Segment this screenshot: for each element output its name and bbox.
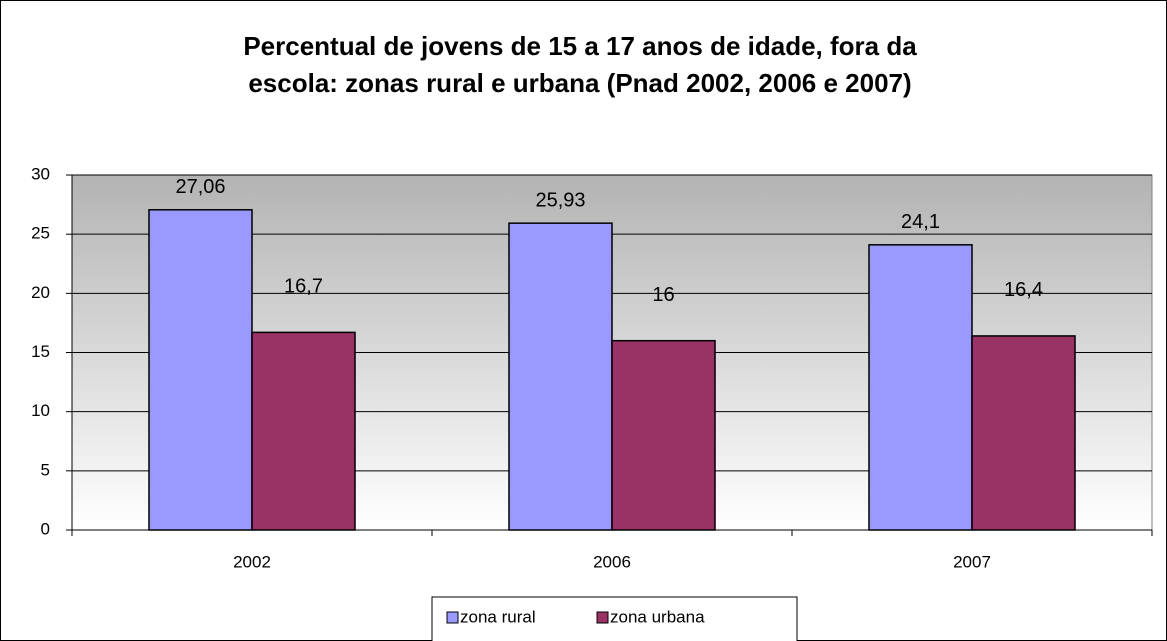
chart-title: Percentual de jovens de 15 a 17 anos de … <box>243 31 917 61</box>
x-tick-label: 2002 <box>233 552 271 571</box>
legend-box <box>431 596 798 641</box>
y-tick-label: 15 <box>31 342 50 361</box>
y-tick-label: 10 <box>31 401 50 420</box>
y-tick-label: 30 <box>31 164 50 183</box>
legend-swatch <box>596 611 609 624</box>
bar <box>251 331 356 531</box>
bar <box>868 244 973 531</box>
y-tick-label: 0 <box>41 519 50 538</box>
x-tick-label: 2006 <box>593 552 631 571</box>
value-label: 24,1 <box>901 211 940 233</box>
y-tick-label: 20 <box>31 283 50 302</box>
y-tick-label: 25 <box>31 224 50 243</box>
value-label: 16,7 <box>284 276 323 298</box>
bar <box>971 335 1076 531</box>
x-tick-label: 2007 <box>953 552 991 571</box>
value-label: 16,4 <box>1004 279 1043 301</box>
value-label: 27,06 <box>175 176 225 198</box>
legend-label: zona rural <box>460 607 536 626</box>
value-label: 16 <box>652 284 674 306</box>
bar <box>508 222 613 531</box>
y-tick-label: 5 <box>41 460 50 479</box>
legend-label: zona urbana <box>610 607 705 626</box>
chart-title: escola: zonas rural e urbana (Pnad 2002,… <box>248 68 911 98</box>
value-label: 25,93 <box>535 189 585 211</box>
bar <box>148 209 253 531</box>
legend-swatch <box>446 611 459 624</box>
bar <box>611 339 716 531</box>
